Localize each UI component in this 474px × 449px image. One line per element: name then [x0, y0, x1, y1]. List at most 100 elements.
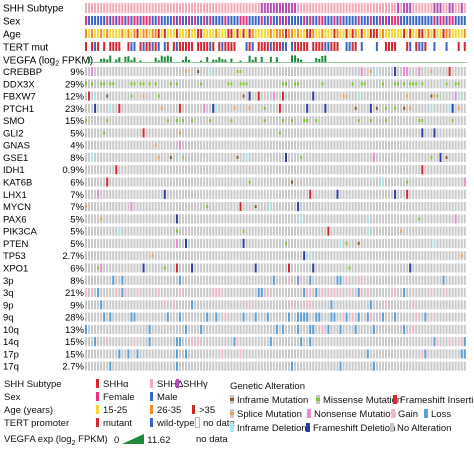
tert-wild-text: wild-type: [157, 418, 195, 429]
loss-cell: [97, 288, 100, 298]
cell: [339, 189, 342, 199]
missense-mutation-mark: [163, 266, 166, 270]
cell: [342, 238, 345, 248]
cell: [354, 349, 357, 359]
legend-vegfa-nodata: no data: [196, 434, 228, 445]
cell: [206, 337, 209, 347]
cell: [172, 263, 175, 273]
cell: [103, 324, 106, 334]
cell: [330, 238, 333, 248]
cell: [436, 152, 439, 162]
cell: [342, 226, 345, 236]
cell: [333, 116, 336, 126]
cell: [451, 67, 454, 76]
missense-mutation-mark: [381, 82, 384, 86]
frameshift-deletion-mark: [212, 103, 215, 113]
vegfa-bar: [248, 55, 251, 62]
loss-cell: [175, 349, 178, 359]
splice-mutation-text: Splice Mutation: [237, 409, 302, 420]
cell: [318, 103, 321, 113]
cell: [230, 177, 233, 187]
cell: [451, 275, 454, 285]
cell: [121, 116, 124, 126]
cell: [166, 189, 169, 199]
cell: [369, 349, 372, 359]
tert-cell: [418, 42, 421, 51]
cell: [391, 226, 394, 236]
cell: [148, 275, 151, 285]
gain-cell: [394, 288, 397, 298]
shh-delta-swatch: [150, 379, 153, 388]
cell: [163, 251, 166, 261]
cell: [345, 288, 348, 298]
cell: [151, 238, 154, 248]
splice-mutation-mark: [178, 131, 181, 135]
cell: [451, 189, 454, 199]
cell: [121, 152, 124, 162]
cell: [227, 128, 230, 138]
cell: [333, 226, 336, 236]
cell: [463, 288, 466, 298]
cell: [260, 189, 263, 199]
cell: [381, 324, 384, 334]
cell: [291, 251, 294, 261]
cell: [394, 91, 397, 101]
cell: [139, 214, 142, 224]
legend-age-26-35: 26-35: [150, 405, 181, 416]
cell: [388, 288, 390, 298]
sex-cell: [212, 16, 215, 25]
cell: [354, 214, 357, 224]
cell: [403, 361, 406, 371]
cell: [148, 263, 151, 273]
cell: [409, 324, 412, 334]
tert-cell: [224, 42, 227, 51]
cell: [363, 91, 366, 101]
sex-cell: [421, 16, 424, 25]
cell: [397, 67, 400, 76]
cell: [88, 251, 91, 261]
cell: [215, 238, 218, 248]
cell: [288, 337, 291, 347]
cell: [251, 238, 254, 248]
tert-cell: [139, 42, 142, 51]
inframe-mutation-mark: [403, 106, 406, 110]
cell: [406, 79, 409, 89]
cell: [345, 103, 348, 113]
cell: [381, 202, 384, 212]
cell: [191, 288, 194, 298]
loss-cell: [109, 312, 112, 322]
cell: [363, 67, 366, 76]
cell: [306, 177, 309, 187]
cell: [281, 189, 284, 199]
cell: [324, 275, 327, 285]
cell: [109, 202, 112, 212]
cell: [194, 140, 197, 150]
cell: [442, 349, 445, 359]
cell: [345, 324, 348, 334]
nonsense-mutation-mark: [130, 202, 133, 212]
cell: [148, 165, 151, 175]
cell: [139, 275, 142, 285]
cell: [118, 238, 121, 248]
cell: [200, 275, 203, 285]
tert-cell: [94, 42, 97, 51]
cell: [421, 288, 424, 298]
cell: [284, 116, 287, 126]
cell: [403, 349, 406, 359]
cell: [315, 275, 318, 285]
tert-cell: [312, 42, 315, 51]
cell: [430, 361, 433, 371]
subtype-cell: [421, 3, 424, 13]
tert-cell: [206, 42, 209, 51]
cell: [142, 361, 145, 371]
cell: [236, 361, 239, 371]
cell: [157, 140, 160, 150]
cell: [354, 91, 357, 101]
cell: [391, 116, 394, 126]
cell: [454, 251, 457, 261]
cell: [94, 214, 97, 224]
cell: [178, 79, 181, 89]
age-cell: [127, 29, 130, 38]
cell: [354, 79, 357, 89]
age-cell: [142, 29, 145, 38]
